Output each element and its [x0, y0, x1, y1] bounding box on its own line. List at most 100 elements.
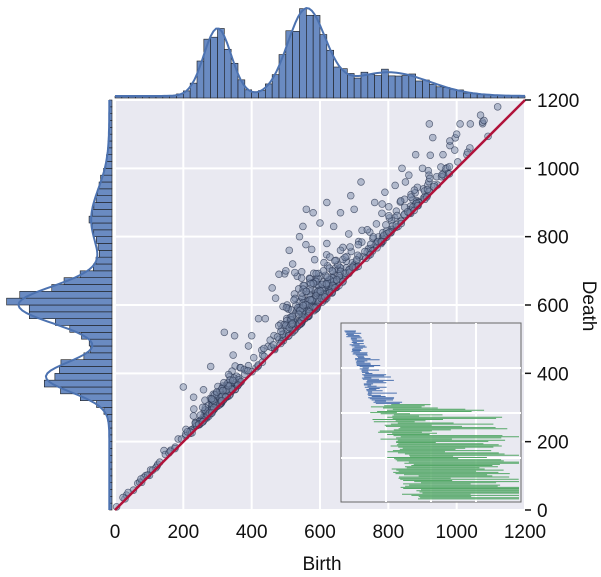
inset-barcode [340, 322, 522, 503]
histogram-bar-birth [326, 49, 334, 99]
histogram-bar-death [97, 243, 113, 251]
scatter-point [282, 267, 290, 275]
scatter-point [385, 212, 393, 220]
scatter-point [213, 388, 221, 396]
scatter-point [385, 203, 393, 211]
scatter-point [207, 395, 216, 403]
histogram-bar-death [28, 304, 113, 313]
scatter-point [348, 263, 357, 272]
kde-curve-birth [115, 7, 525, 97]
scatter-point [310, 255, 319, 264]
scatter-point [401, 178, 410, 186]
scatter-point [493, 103, 502, 111]
scatter-point [445, 162, 454, 171]
scatter-point [268, 284, 276, 292]
scatter-point [282, 303, 291, 312]
y-tick-label: 800 [537, 228, 569, 249]
scatter-point [229, 376, 237, 385]
scatter-point [206, 362, 215, 371]
histogram-bar-death [92, 209, 113, 217]
scatter-point [189, 412, 198, 420]
scatter-point [269, 340, 278, 349]
scatter-point [291, 268, 299, 277]
scatter-point [366, 240, 375, 249]
histogram-bar-birth [401, 75, 410, 99]
scatter-point [446, 137, 454, 145]
scatter-point [179, 383, 188, 391]
scatter-point [302, 240, 310, 249]
scatter-point [316, 219, 324, 227]
scatter-point [454, 158, 462, 166]
histogram-bar-birth [333, 66, 341, 99]
histogram-bar-death [90, 345, 113, 354]
y-tick-label: 1000 [537, 159, 579, 180]
scatter-point [410, 186, 419, 194]
scatter-point [190, 405, 198, 413]
scatter-point [352, 256, 361, 264]
histogram-bar-birth [415, 80, 423, 99]
y-tick-label: 200 [537, 433, 569, 454]
scatter-point [331, 257, 339, 265]
histogram-bar-death [54, 373, 113, 381]
scatter-point [319, 267, 328, 275]
scatter-point [320, 258, 328, 267]
histogram-bar-death [96, 236, 113, 244]
scatter-point [271, 294, 280, 302]
histogram-bar-death [29, 311, 113, 319]
scatter-point [341, 253, 349, 262]
histogram-bar-death [88, 215, 113, 224]
scatter-point [425, 174, 434, 183]
scatter-point [403, 207, 412, 216]
histogram-bar-death [99, 250, 113, 258]
scatter-point [336, 209, 345, 217]
scatter-point [288, 312, 296, 321]
scatter-point [372, 220, 381, 228]
scatter-point [285, 246, 294, 255]
scatter-point [302, 205, 311, 214]
scatter-point [391, 181, 399, 190]
scatter-point [466, 120, 475, 128]
histogram-bar-death [60, 359, 113, 367]
scatter-point [418, 164, 427, 173]
y-tick-label: 0 [537, 501, 548, 522]
scatter-point [312, 269, 320, 278]
histogram-bar-birth [210, 36, 218, 99]
scatter-point [274, 322, 283, 330]
scatter-point [306, 295, 314, 304]
scatter-point [405, 171, 413, 179]
scatter-point [229, 351, 237, 359]
histogram-bar-birth [429, 83, 437, 99]
scatter-point [307, 245, 316, 254]
scatter-point [309, 209, 317, 217]
scatter-point [295, 232, 304, 241]
histogram-bar-birth [203, 38, 211, 99]
scatter-point [220, 378, 228, 387]
scatter-point [275, 270, 283, 279]
scatter-point [326, 253, 334, 261]
y-tick-label: 1200 [537, 91, 579, 112]
scatter-point [295, 310, 303, 319]
histogram-bar-death [93, 229, 113, 237]
histogram-bar-birth [394, 75, 403, 99]
scatter-point [196, 411, 205, 419]
diagonal-line [114, 99, 526, 511]
scatter-point [199, 386, 208, 394]
scatter-point [299, 301, 307, 310]
histogram-bar-death [95, 256, 113, 265]
scatter-point [369, 233, 378, 241]
scatter-point [398, 164, 406, 173]
scatter-point [219, 386, 227, 395]
scatter-point [382, 221, 390, 229]
scatter-point [297, 274, 306, 282]
scatter-point [323, 198, 331, 207]
scatter-point [357, 178, 365, 186]
scatter-point [198, 403, 207, 412]
x-tick-labels: 0 200 400 600 800 1000 1200 [110, 522, 546, 543]
scatter-point [323, 273, 332, 281]
scatter-point [354, 240, 363, 249]
scatter-point [363, 226, 372, 234]
scatter-point [316, 287, 325, 295]
marginal-histogram-birth [114, 7, 526, 99]
histogram-bar-death [55, 318, 113, 326]
